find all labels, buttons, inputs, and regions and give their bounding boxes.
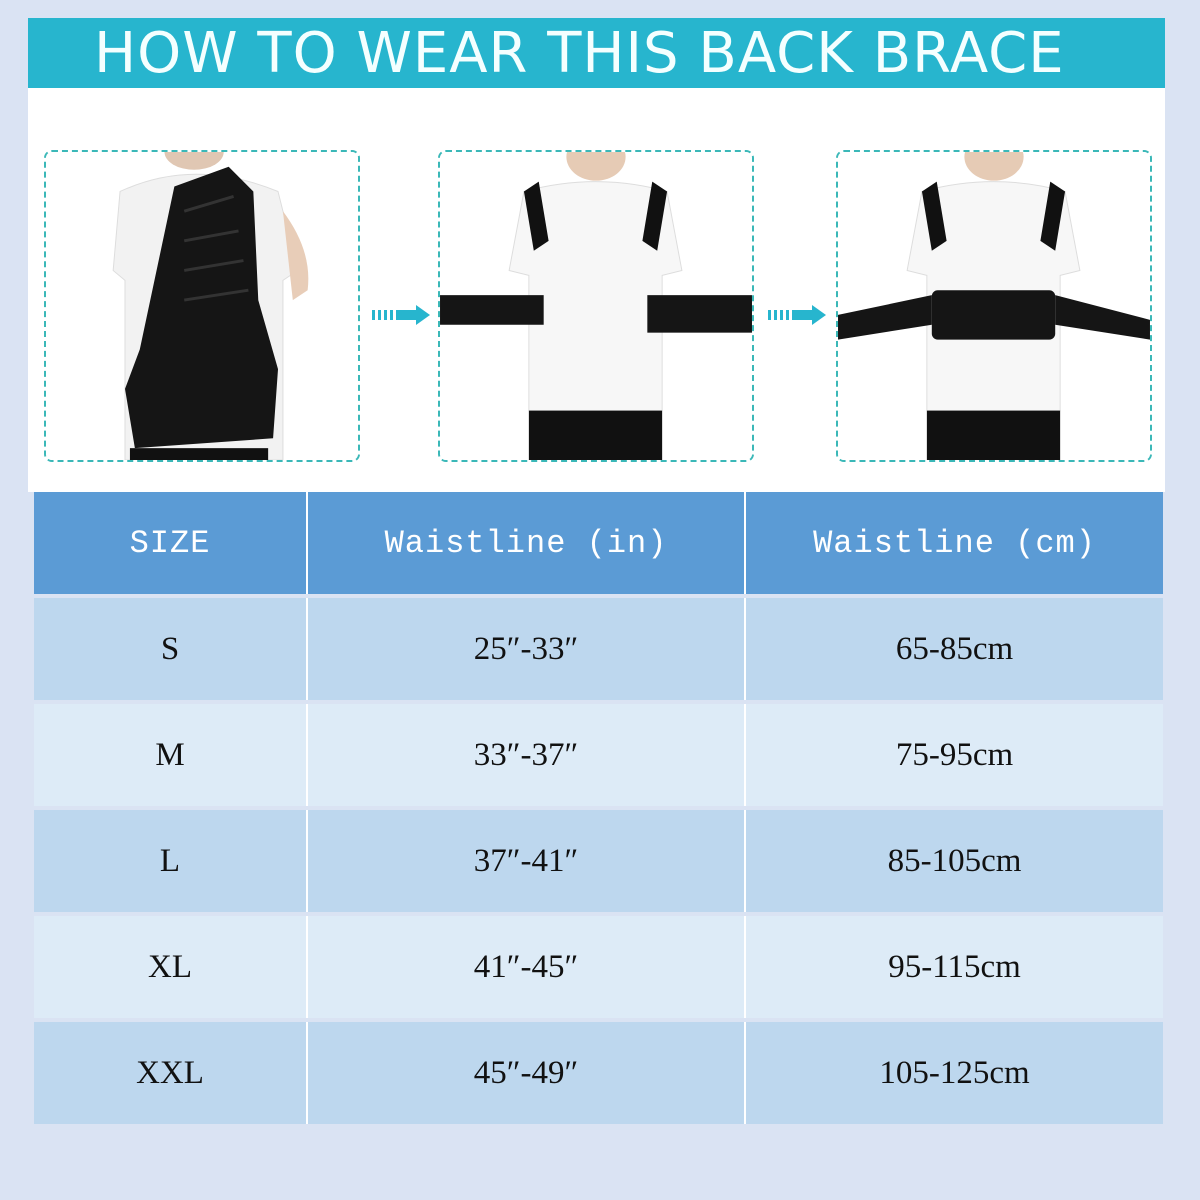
page-title: HOW TO WEAR THIS BACK BRACE [28, 18, 1165, 88]
waistline-in-cell: 41″-45″ [308, 916, 746, 1018]
waistline-in-cell: 33″-37″ [308, 704, 746, 806]
table-row: XXL 45″-49″ 105-125cm [34, 1022, 1163, 1124]
waistline-cm-cell: 85-105cm [746, 810, 1163, 912]
waistline-in-cell: 37″-41″ [308, 810, 746, 912]
table-row: L 37″-41″ 85-105cm [34, 810, 1163, 912]
size-cell: L [34, 810, 308, 912]
column-header-waistline-in: Waistline (in) [308, 492, 746, 594]
waistline-cm-cell: 95-115cm [746, 916, 1163, 1018]
step-1-image [44, 150, 360, 462]
waistline-in-cell: 25″-33″ [308, 598, 746, 700]
column-header-size: SIZE [34, 492, 308, 594]
waistline-cm-cell: 65-85cm [746, 598, 1163, 700]
size-cell: M [34, 704, 308, 806]
table-row: M 33″-37″ 75-95cm [34, 704, 1163, 806]
size-cell: S [34, 598, 308, 700]
size-cell: XL [34, 916, 308, 1018]
table-header-row: SIZE Waistline (in) Waistline (cm) [34, 492, 1163, 594]
size-cell: XXL [34, 1022, 308, 1124]
waistline-cm-cell: 75-95cm [746, 704, 1163, 806]
table-row: XL 41″-45″ 95-115cm [34, 916, 1163, 1018]
size-chart-table: SIZE Waistline (in) Waistline (cm) S 25″… [34, 488, 1163, 1128]
column-header-waistline-cm: Waistline (cm) [746, 492, 1163, 594]
waistline-in-cell: 45″-49″ [308, 1022, 746, 1124]
table-row: S 25″-33″ 65-85cm [34, 598, 1163, 700]
step-3-image [836, 150, 1152, 462]
waistline-cm-cell: 105-125cm [746, 1022, 1163, 1124]
arrow-right-icon [768, 305, 826, 325]
arrow-right-icon [372, 305, 430, 325]
step-2-image [438, 150, 754, 462]
